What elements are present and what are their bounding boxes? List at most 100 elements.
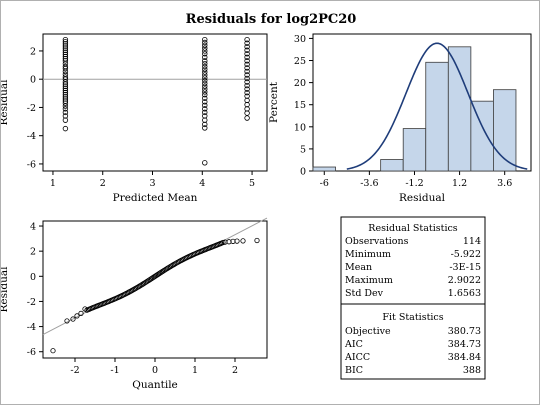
residual-point — [244, 61, 250, 68]
y-tick-label: -2 — [27, 103, 36, 114]
qq-point — [153, 273, 159, 279]
residual-point — [244, 40, 250, 46]
residual-stat-label: Std Dev — [345, 288, 384, 299]
histogram-bar — [470, 100, 494, 172]
residual-statistics-heading: Residual Statistics — [368, 223, 458, 234]
y-tick-label: 25 — [294, 56, 306, 67]
qq-point — [149, 275, 155, 282]
y-tick-label: -4 — [27, 322, 36, 333]
x-tick-label: 1 — [50, 178, 56, 189]
normal-density-curve — [346, 42, 528, 170]
y-tick-label: 5 — [300, 144, 306, 155]
residual-point — [62, 100, 69, 106]
plot-frame — [42, 33, 268, 172]
residual-point — [244, 82, 250, 89]
histogram-bar — [425, 61, 449, 172]
residual-point — [202, 95, 208, 101]
residual-point — [244, 75, 250, 82]
histogram-bar — [380, 159, 404, 172]
residual-point — [244, 68, 250, 75]
y-tick-label: 2 — [30, 247, 36, 258]
stats-table-frame — [340, 216, 486, 380]
residual-qq-plot: Quantile Residual -2 -1 0 1 2 -6 -4 -2 0 2 4 — [1, 217, 268, 391]
qq-point — [154, 272, 160, 278]
fit-stat-label: BIC — [345, 365, 363, 376]
residual-point — [244, 47, 250, 53]
residual-point — [202, 75, 208, 81]
qq-point — [144, 278, 151, 284]
fit-stat-label: Objective — [345, 326, 391, 337]
y-tick-label: 0 — [30, 272, 36, 283]
x-tick-label: 3 — [149, 178, 155, 189]
qq-point — [70, 316, 76, 322]
qq-point — [220, 239, 226, 246]
residual-point — [202, 86, 208, 92]
residual-point — [202, 99, 208, 105]
residual-point — [202, 83, 208, 89]
residual-point — [244, 65, 250, 71]
panel-title: Residuals for log2PC20 — [186, 12, 357, 27]
qq-point — [234, 238, 240, 244]
fit-stat-value: 384.84 — [448, 352, 481, 363]
qq-point — [240, 238, 246, 244]
qq-point — [158, 269, 164, 275]
x-tick-label: -2 — [70, 365, 79, 376]
y-axis-label: Percent — [268, 81, 280, 123]
qq-point — [143, 279, 149, 285]
residual-stat-value: 1.6563 — [448, 288, 481, 299]
y-tick-label: -2 — [27, 297, 36, 308]
qq-point — [147, 276, 153, 282]
residual-stat-value: -5.922 — [451, 249, 481, 260]
qq-point — [159, 268, 166, 275]
residual-point — [62, 117, 69, 123]
x-tick-label: 5 — [249, 178, 255, 189]
residual-point — [202, 109, 208, 116]
fit-stat-value: 384.73 — [448, 339, 481, 350]
y-tick-label: 0 — [300, 167, 306, 178]
y-tick-label: 10 — [294, 122, 306, 133]
residual-point — [202, 66, 208, 73]
qq-point — [161, 268, 167, 274]
residual-stat-label: Mean — [345, 262, 372, 273]
y-tick-label: 2 — [30, 46, 36, 57]
residual-point — [202, 63, 208, 70]
x-tick-label: 1.2 — [452, 178, 467, 189]
fit-stat-value: 380.73 — [448, 326, 481, 337]
statistics-table: Residual Statistics Fit Statistics Obser… — [340, 216, 486, 380]
histogram-bar — [493, 89, 517, 172]
x-tick-label: 4 — [199, 178, 205, 189]
residual-point — [202, 92, 208, 98]
histogram-bar — [312, 166, 336, 172]
residual-point — [244, 72, 250, 78]
residual-point — [202, 58, 208, 64]
y-tick-label: 0 — [30, 75, 36, 86]
x-axis-label: Quantile — [132, 379, 178, 391]
qq-point — [142, 280, 148, 286]
residual-stat-value: -3E-15 — [449, 262, 481, 273]
qq-point — [50, 348, 56, 354]
residual-point — [202, 80, 208, 87]
residual-stat-value: 114 — [463, 236, 481, 247]
qq-point — [157, 270, 163, 276]
x-tick-label: -1.2 — [405, 178, 423, 189]
residual-point — [202, 89, 208, 95]
y-axis-label: Residual — [1, 266, 10, 313]
residual-point — [202, 39, 208, 46]
qq-point — [151, 274, 157, 280]
residual-point — [244, 51, 250, 57]
x-tick-label: 3.6 — [497, 178, 512, 189]
residual-point — [244, 44, 250, 50]
residual-point — [202, 54, 208, 61]
residual-point — [244, 79, 250, 85]
plot-frame — [42, 220, 268, 359]
qq-point — [78, 310, 84, 316]
y-tick-label: 15 — [294, 100, 306, 111]
residual-point — [202, 60, 208, 67]
x-tick-label: 2 — [232, 365, 238, 376]
residual-point — [62, 58, 69, 64]
residual-point — [202, 36, 208, 43]
residual-point — [202, 102, 208, 109]
residual-point — [244, 86, 250, 92]
x-tick-label: 1 — [192, 365, 198, 376]
